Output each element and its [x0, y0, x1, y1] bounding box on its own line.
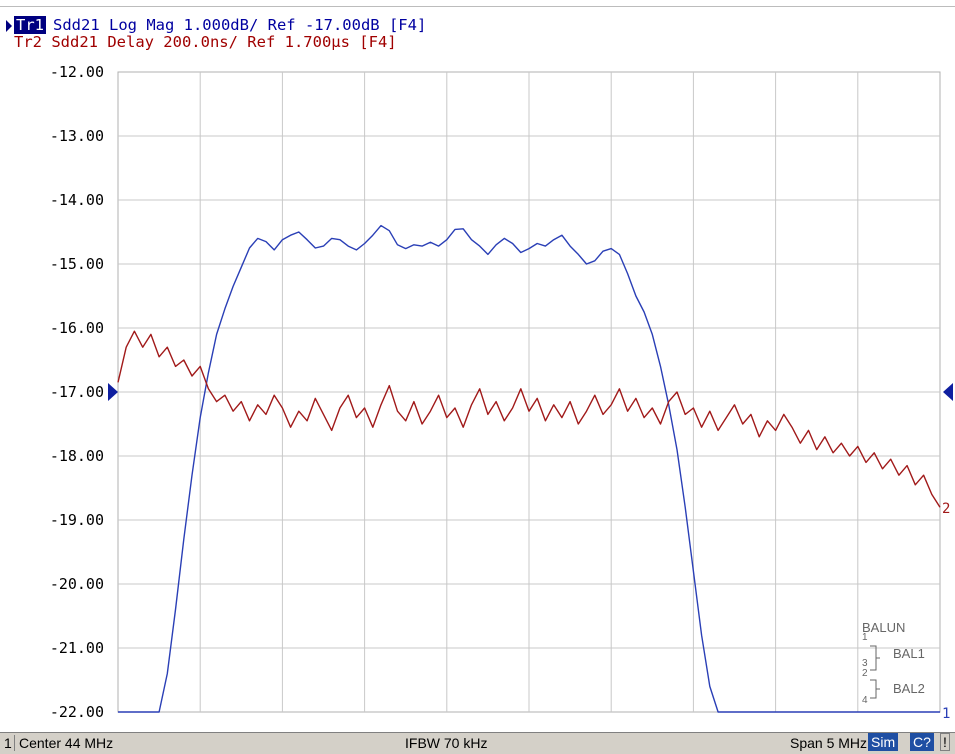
traces: 12 [117, 224, 950, 722]
markers [108, 383, 953, 401]
y-tick-labels: -12.00 -13.00 -14.00 -15.00 -16.00 -17.00 -18.… [50, 63, 104, 721]
y-tick-label: -17.00 [50, 383, 104, 401]
active-trace-arrow-icon [6, 20, 12, 32]
balun-port-label: 2 [862, 668, 868, 679]
trace-end-label: 1 [942, 706, 950, 722]
trace1-header[interactable]: Tr1 Sdd21 Log Mag 1.000dB/ Ref -17.00dB [… [14, 16, 426, 34]
balun-port-label: 4 [862, 695, 868, 706]
y-tick-label: -15.00 [50, 255, 104, 273]
balun-bracket-bal2 [870, 679, 880, 699]
y-tick-label: -14.00 [50, 191, 104, 209]
balun-port-label: 3 [862, 658, 868, 669]
trace1-settings: Sdd21 Log Mag 1.000dB/ Ref -17.00dB [F4] [53, 16, 427, 34]
y-tick-label: -21.00 [50, 639, 104, 657]
trace1-tag[interactable]: Tr1 [14, 16, 46, 34]
trace-tr2 [117, 330, 941, 508]
warning-indicator[interactable]: ! [940, 733, 950, 751]
center-frequency[interactable]: Center 44 MHz [14, 735, 113, 751]
balun-topology: BALUN BAL1 BAL2 1 32 4 [862, 620, 925, 706]
ref-marker-left-icon [108, 383, 118, 401]
y-tick-label: -19.00 [50, 511, 104, 529]
y-tick-label: -16.00 [50, 319, 104, 337]
ref-marker-right-icon [943, 383, 953, 401]
y-tick-label: -18.00 [50, 447, 104, 465]
trace2-header[interactable]: Tr2 Sdd21 Delay 200.0ns/ Ref 1.700µs [F4… [14, 33, 397, 51]
balun-bal1: BAL1 [893, 646, 925, 661]
ifbw-value[interactable]: IFBW 70 kHz [405, 735, 488, 751]
grid [117, 71, 941, 713]
y-tick-label: -13.00 [50, 127, 104, 145]
top-border [0, 6, 955, 7]
balun-port-label: 1 [862, 632, 868, 643]
channel-number[interactable]: 1 [4, 735, 12, 751]
balun-bracket-bal1 [870, 645, 880, 671]
y-tick-label: -12.00 [50, 63, 104, 81]
balun-bal2: BAL2 [893, 681, 925, 696]
status-bar: 1 Center 44 MHz IFBW 70 kHz Span 5 MHz S… [0, 731, 955, 754]
span-value[interactable]: Span 5 MHz [790, 735, 868, 751]
y-tick-label: -22.00 [50, 703, 104, 721]
chart-svg: -12.00 -13.00 -14.00 -15.00 -16.00 -17.00 -18.… [50, 63, 953, 722]
trace-end-label: 2 [942, 501, 950, 517]
y-tick-label: -20.00 [50, 575, 104, 593]
calibration-indicator[interactable]: C? [910, 733, 934, 751]
trace-tr1 [118, 224, 940, 713]
sim-indicator[interactable]: Sim [868, 733, 899, 751]
balun-title: BALUN [862, 620, 905, 635]
